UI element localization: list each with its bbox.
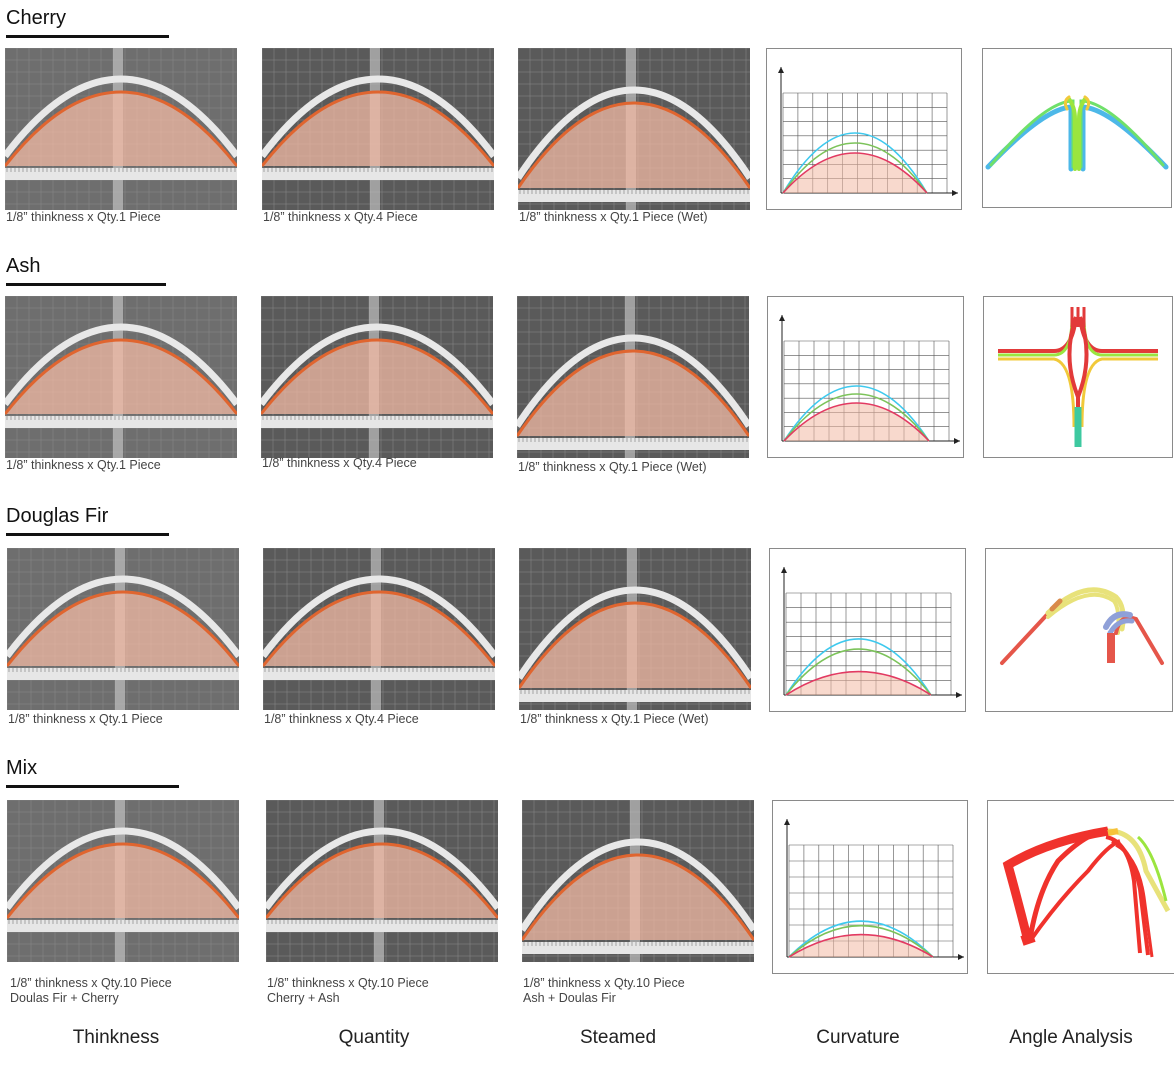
steamed-photo [517, 296, 749, 458]
thinkness-caption: 1/8” thinkness x Qty.1 Piece [6, 210, 161, 224]
bent-wood-photo [262, 48, 494, 210]
column-label-angle-analysis: Angle Analysis [1009, 1027, 1133, 1048]
steamed-photo [522, 800, 754, 962]
curvature-plot [781, 567, 962, 698]
thinkness-caption-sub: Doulas Fir + Cherry [10, 991, 119, 1005]
row-mix: Mix 1/8” thinkness x Qty.10 Piece Doulas… [0, 756, 1174, 1006]
thinkness-caption: 1/8” thinkness x Qty.10 Piece [10, 976, 172, 990]
quantity-photo [263, 548, 495, 710]
bent-wood-photo [261, 296, 493, 458]
steamed-caption-sub: Ash + Doulas Fir [523, 991, 616, 1005]
angle-analysis-panel [982, 48, 1172, 208]
curvature-chart [767, 296, 964, 458]
curvature-chart [769, 548, 966, 712]
row-title: Douglas Fir [6, 505, 109, 527]
angle-analysis-figure [985, 95, 1169, 172]
quantity-photo [261, 296, 493, 458]
bent-wood-photo [522, 800, 754, 962]
row-cherry: Cherry 1/8” thinkness x Qty.1 Piece 1/8”… [0, 6, 1174, 256]
curvature-chart [766, 48, 962, 210]
thinkness-photo [5, 296, 237, 458]
row-douglas-fir: Douglas Fir 1/8” thinkness x Qty.1 Piece… [0, 504, 1174, 754]
row-title: Ash [6, 255, 41, 277]
bent-wood-photo [519, 548, 751, 710]
angle-analysis-panel [983, 296, 1173, 458]
bent-wood-photo [263, 548, 495, 710]
steamed-caption: 1/8” thinkness x Qty.1 Piece (Wet) [519, 210, 708, 224]
angle-analysis-panel [985, 548, 1173, 712]
bent-wood-photo [7, 548, 239, 710]
curvature-chart [772, 800, 968, 974]
thinkness-caption: 1/8” thinkness x Qty.1 Piece [6, 458, 161, 472]
quantity-caption-sub: Cherry + Ash [267, 991, 340, 1005]
column-label-thinkness: Thinkness [72, 1027, 160, 1048]
angle-analysis-figure [998, 307, 1158, 447]
row-divider [6, 283, 166, 286]
row-divider [6, 785, 179, 788]
column-label-steamed: Steamed [579, 1027, 657, 1048]
thinkness-photo [7, 800, 239, 962]
thinkness-photo [7, 548, 239, 710]
angle-analysis-figure [1000, 587, 1164, 665]
bent-wood-photo [266, 800, 498, 962]
quantity-photo [266, 800, 498, 962]
row-divider [6, 533, 169, 536]
curvature-plot [784, 819, 964, 960]
column-label-quantity: Quantity [338, 1027, 410, 1048]
steamed-photo [518, 48, 750, 210]
column-label-curvature: Curvature [816, 1027, 900, 1048]
thinkness-caption: 1/8” thinkness x Qty.1 Piece [8, 712, 163, 726]
bent-wood-photo [518, 48, 750, 210]
row-title: Mix [6, 757, 38, 779]
bent-wood-photo [517, 296, 749, 458]
thinkness-photo [5, 48, 237, 210]
angle-analysis-panel [987, 800, 1174, 974]
quantity-caption: 1/8” thinkness x Qty.4 Piece [264, 712, 419, 726]
row-divider [6, 35, 169, 38]
quantity-photo [262, 48, 494, 210]
bent-wood-photo [7, 800, 239, 962]
steamed-caption: 1/8” thinkness x Qty.1 Piece (Wet) [518, 460, 707, 474]
row-ash: Ash 1/8” thinkness x Qty.1 Piece 1/8” th… [0, 254, 1174, 504]
steamed-caption: 1/8” thinkness x Qty.10 Piece [523, 976, 685, 990]
quantity-caption: 1/8” thinkness x Qty.10 Piece [267, 976, 429, 990]
bent-wood-photo [5, 296, 237, 458]
quantity-caption: 1/8” thinkness x Qty.4 Piece [262, 456, 417, 470]
steamed-caption: 1/8” thinkness x Qty.1 Piece (Wet) [520, 712, 709, 726]
row-title: Cherry [6, 7, 67, 29]
bent-wood-photo [5, 48, 237, 210]
steamed-photo [519, 548, 751, 710]
curvature-plot [779, 315, 960, 444]
curvature-plot [778, 67, 958, 196]
quantity-caption: 1/8” thinkness x Qty.4 Piece [263, 210, 418, 224]
angle-analysis-figure [1002, 826, 1171, 958]
